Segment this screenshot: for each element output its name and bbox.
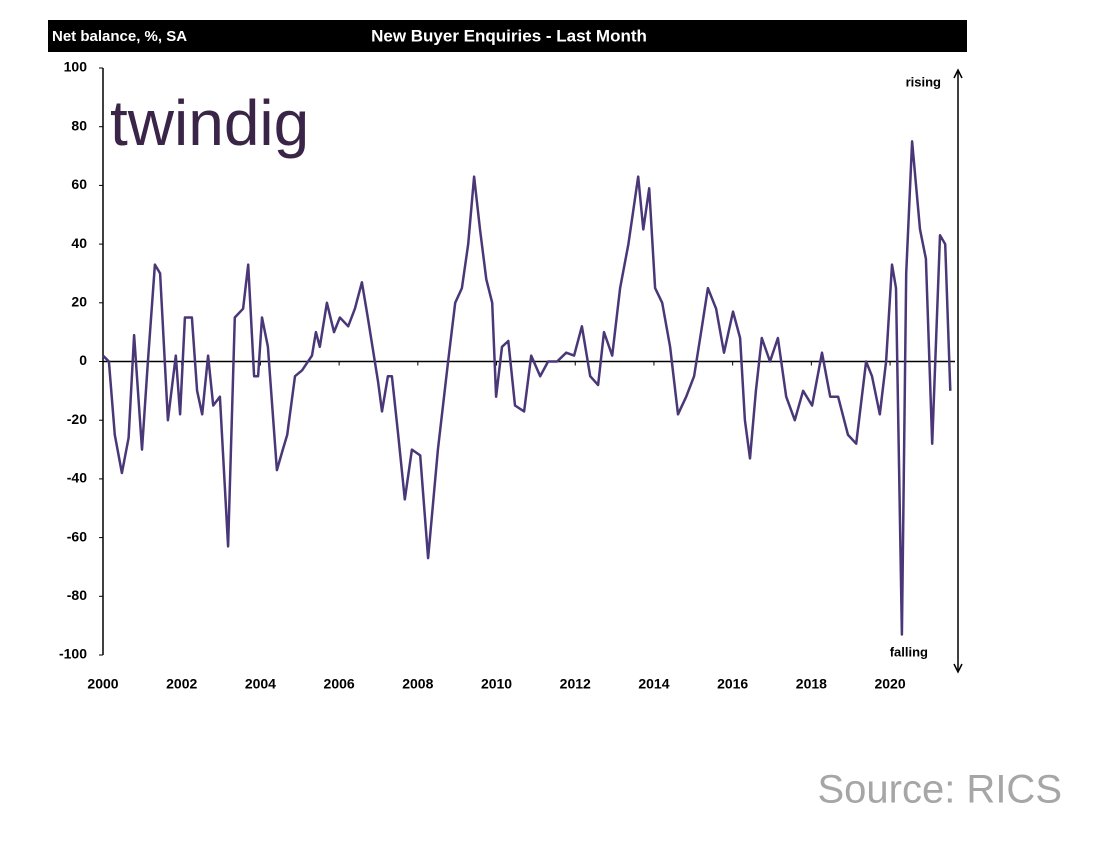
x-tick-label: 2010 <box>481 676 512 692</box>
y-tick-label: 80 <box>71 117 87 133</box>
x-tick-label: 2002 <box>166 676 197 692</box>
y-tick-label: -80 <box>67 587 87 603</box>
chart-title: New Buyer Enquiries - Last Month <box>371 26 647 45</box>
x-tick-label: 2018 <box>796 676 827 692</box>
logo: twindig <box>110 87 309 159</box>
y-tick-label: 60 <box>71 176 87 192</box>
annotation: rising <box>906 74 941 89</box>
x-tick-label: 2008 <box>402 676 433 692</box>
y-tick-label: 100 <box>64 59 88 75</box>
title-bar <box>48 20 967 52</box>
y-tick-label: -40 <box>67 470 87 486</box>
annotation: falling <box>890 644 928 659</box>
x-tick-label: 2012 <box>560 676 591 692</box>
x-tick-label: 2020 <box>874 676 905 692</box>
x-tick-label: 2014 <box>638 676 669 692</box>
x-tick-label: 2000 <box>87 676 118 692</box>
y-label: Net balance, %, SA <box>52 28 187 45</box>
y-tick-label: -20 <box>67 411 87 427</box>
y-tick-label: 0 <box>79 352 87 368</box>
x-tick-label: 2004 <box>245 676 276 692</box>
y-tick-label: 20 <box>71 294 87 310</box>
arrow-heads <box>953 68 963 674</box>
y-tick-label: -100 <box>59 646 87 662</box>
y-tick-label: -60 <box>67 528 87 544</box>
x-tick-label: 2006 <box>324 676 355 692</box>
x-tick-label: 2016 <box>717 676 748 692</box>
line <box>102 140 952 636</box>
source: Source: RICS <box>817 768 1062 812</box>
y-tick-label: 40 <box>71 235 87 251</box>
